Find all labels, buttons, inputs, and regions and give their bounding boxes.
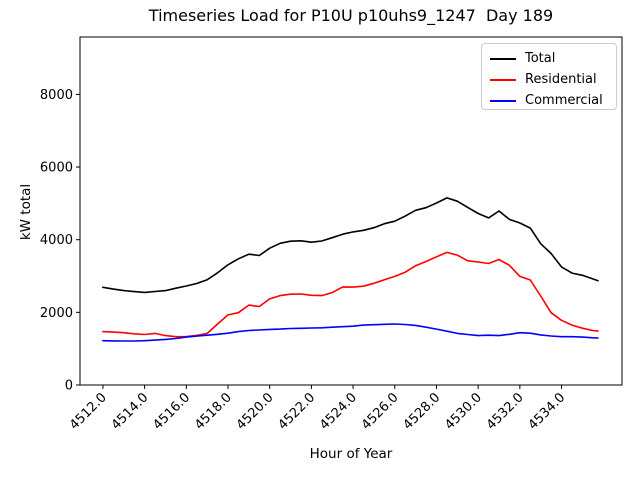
legend-entry-total: Total — [490, 48, 616, 69]
x-tick-label: 4512.0 — [67, 390, 110, 433]
y-axis-label: kW total — [18, 183, 34, 241]
series-line-commercial — [102, 323, 599, 342]
y-tick-label: 6000 — [40, 161, 73, 176]
legend: Total Residential Commercial — [481, 43, 617, 110]
x-tick-label: 4528.0 — [401, 390, 444, 433]
legend-label-commercial: Commercial — [525, 93, 603, 108]
residential-line-swatch — [490, 78, 516, 81]
legend-label-residential: Residential — [525, 72, 597, 87]
x-tick-label: 4526.0 — [359, 390, 402, 433]
series-line-residential — [102, 251, 599, 338]
x-axis-label: Hour of Year — [309, 446, 393, 462]
y-tick-label: 8000 — [40, 88, 73, 103]
y-tick-label: 4000 — [40, 233, 73, 248]
commercial-line-swatch — [490, 99, 516, 102]
chart-title: Timeseries Load for P10U p10uhs9_1247 Da… — [148, 6, 554, 25]
x-tick-label: 4520.0 — [234, 390, 277, 433]
x-tick-label: 4518.0 — [192, 390, 235, 433]
legend-entry-residential: Residential — [490, 69, 616, 90]
x-tick-label: 4530.0 — [442, 390, 485, 433]
legend-label-total: Total — [525, 51, 556, 66]
series-line-total — [102, 197, 599, 294]
x-tick-label: 4522.0 — [275, 390, 318, 433]
total-line-swatch — [490, 57, 516, 60]
x-tick-label: 4534.0 — [526, 390, 569, 433]
legend-entry-commercial: Commercial — [490, 90, 616, 111]
x-tick-label: 4524.0 — [317, 390, 360, 433]
x-tick-label: 4514.0 — [109, 390, 152, 433]
axes-frame — [79, 36, 623, 386]
x-tick-label: 4516.0 — [150, 390, 193, 433]
y-tick-label: 2000 — [40, 306, 73, 321]
y-tick-label: 0 — [65, 379, 73, 394]
x-tick-label: 4532.0 — [484, 390, 527, 433]
